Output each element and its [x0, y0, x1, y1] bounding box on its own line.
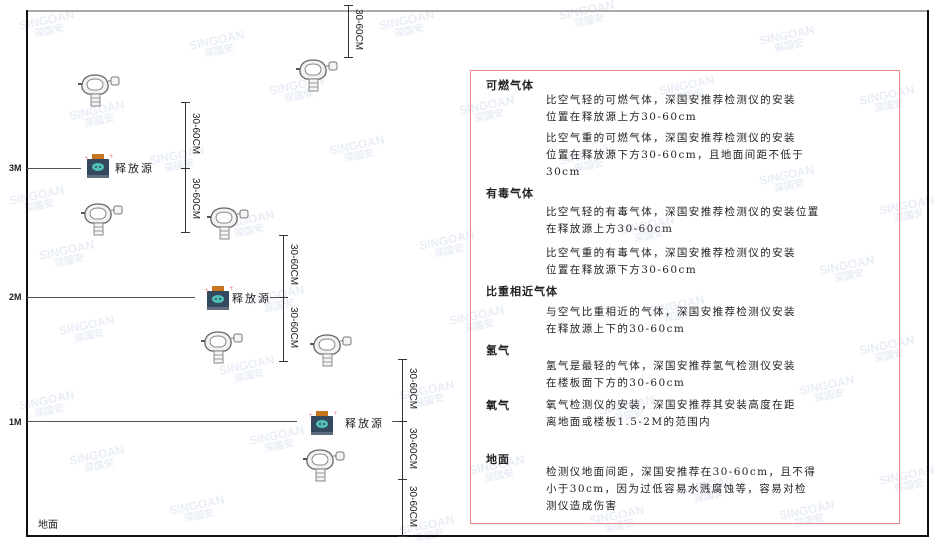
dimension-line — [348, 5, 349, 57]
level-3m-label: 3M — [9, 163, 22, 173]
dimension-label: 30-60CM — [353, 9, 364, 51]
level-2m-label: 2M — [9, 292, 22, 302]
section-heading: 有毒气体 — [486, 187, 534, 200]
dimension-tick — [181, 232, 190, 233]
release-source-label: 释放源 — [232, 292, 271, 305]
section-heading: 氢气 — [486, 344, 510, 357]
gas-detector-icon — [296, 58, 338, 96]
dimension-label: 30-60CM — [190, 178, 201, 220]
dimension-line — [185, 168, 186, 232]
wall-left — [26, 10, 28, 537]
section-heading: 氧气 — [486, 399, 510, 412]
dimension-line — [283, 235, 284, 297]
svg-text:+: + — [333, 410, 337, 417]
dimension-tick — [344, 57, 353, 58]
floor-line — [26, 535, 929, 537]
svg-text:+: + — [109, 153, 113, 160]
ceiling-line — [27, 10, 929, 12]
dimension-label: 30-60CM — [407, 485, 418, 527]
legend-box: 可燃气体 比空气轻的可燃气体，深国安推荐检测仪的安装 位置在释放源上方30-60c… — [470, 70, 900, 524]
paragraph: 氧气检测仪的安装，深国安推荐其安装高度在距 离地面或楼板1.5-2M的范围内 — [546, 399, 796, 428]
dimension-line — [185, 102, 186, 168]
dimension-tick — [279, 361, 288, 362]
svg-text:+: + — [229, 285, 233, 292]
level-1m-label: 1M — [9, 417, 22, 427]
paragraph: 氢气是最轻的气体，深国安推荐氢气检测仪安装 在楼板面下方的30-60cm — [546, 360, 796, 389]
dimension-tick — [181, 168, 190, 169]
paragraph: 比空气重的有毒气体，深国安推荐检测仪的安装 位置在释放源下方30-60cm — [546, 247, 796, 276]
release-source-icon: + + — [307, 409, 338, 441]
dimension-line — [402, 359, 403, 421]
paragraph: 比空气轻的有毒气体，深国安推荐检测仪的安装位置 在释放源上方30-60cm — [546, 206, 820, 235]
gas-detector-icon — [81, 202, 123, 240]
release-source-icon: + + — [83, 152, 114, 184]
gas-detector-icon — [303, 448, 345, 486]
level-1m-line — [27, 421, 297, 422]
svg-text:+: + — [308, 412, 313, 419]
dimension-label: 30-60CM — [407, 368, 418, 410]
paragraph: 与空气比重相近的气体，深国安推荐检测仪安装 在释放源上下的30-60cm — [546, 306, 796, 335]
dimension-tick — [279, 297, 288, 298]
source-leader-line — [270, 297, 284, 298]
gas-detector-icon — [207, 206, 249, 244]
section-heading: 比重相近气体 — [486, 285, 558, 298]
dimension-tick — [279, 235, 288, 236]
dimension-tick — [398, 421, 407, 422]
wall-right — [927, 10, 929, 537]
dimension-label: 30-60CM — [288, 307, 299, 349]
release-source-label: 释放源 — [115, 162, 154, 175]
dimension-tick — [398, 536, 407, 537]
release-source-label: 释放源 — [345, 417, 384, 430]
dimension-tick — [398, 359, 407, 360]
section-heading: 地面 — [486, 453, 510, 466]
paragraph: 检测仪地面间距，深国安推荐在30-60cm，且不得 小于30cm，因为过低容易水溅… — [546, 466, 817, 512]
gas-detector-icon — [201, 330, 243, 368]
gas-detector-icon — [78, 73, 120, 111]
dimension-tick — [398, 479, 407, 480]
release-source-icon: + + — [203, 284, 234, 316]
svg-text:+: + — [84, 155, 89, 162]
dimension-label: 30-60CM — [190, 113, 201, 155]
dimension-tick — [181, 102, 190, 103]
section-heading: 可燃气体 — [486, 79, 534, 92]
dimension-tick — [344, 5, 353, 6]
dimension-label: 30-60CM — [407, 428, 418, 470]
dimension-line — [402, 479, 403, 536]
dimension-line — [283, 297, 284, 361]
level-3m-line — [27, 168, 81, 169]
gas-detector-icon — [310, 333, 352, 371]
paragraph: 比空气轻的可燃气体，深国安推荐检测仪的安装 位置在释放源上方30-60cm — [546, 94, 796, 123]
level-2m-line — [27, 297, 195, 298]
dimension-label: 30-60CM — [288, 244, 299, 286]
paragraph: 比空气重的可燃气体，深国安推荐检测仪的安装 位置在释放源下方30-60cm，且地面… — [546, 132, 805, 178]
svg-text:+: + — [204, 287, 209, 294]
dimension-line — [402, 421, 403, 479]
ground-label: 地面 — [38, 520, 58, 531]
